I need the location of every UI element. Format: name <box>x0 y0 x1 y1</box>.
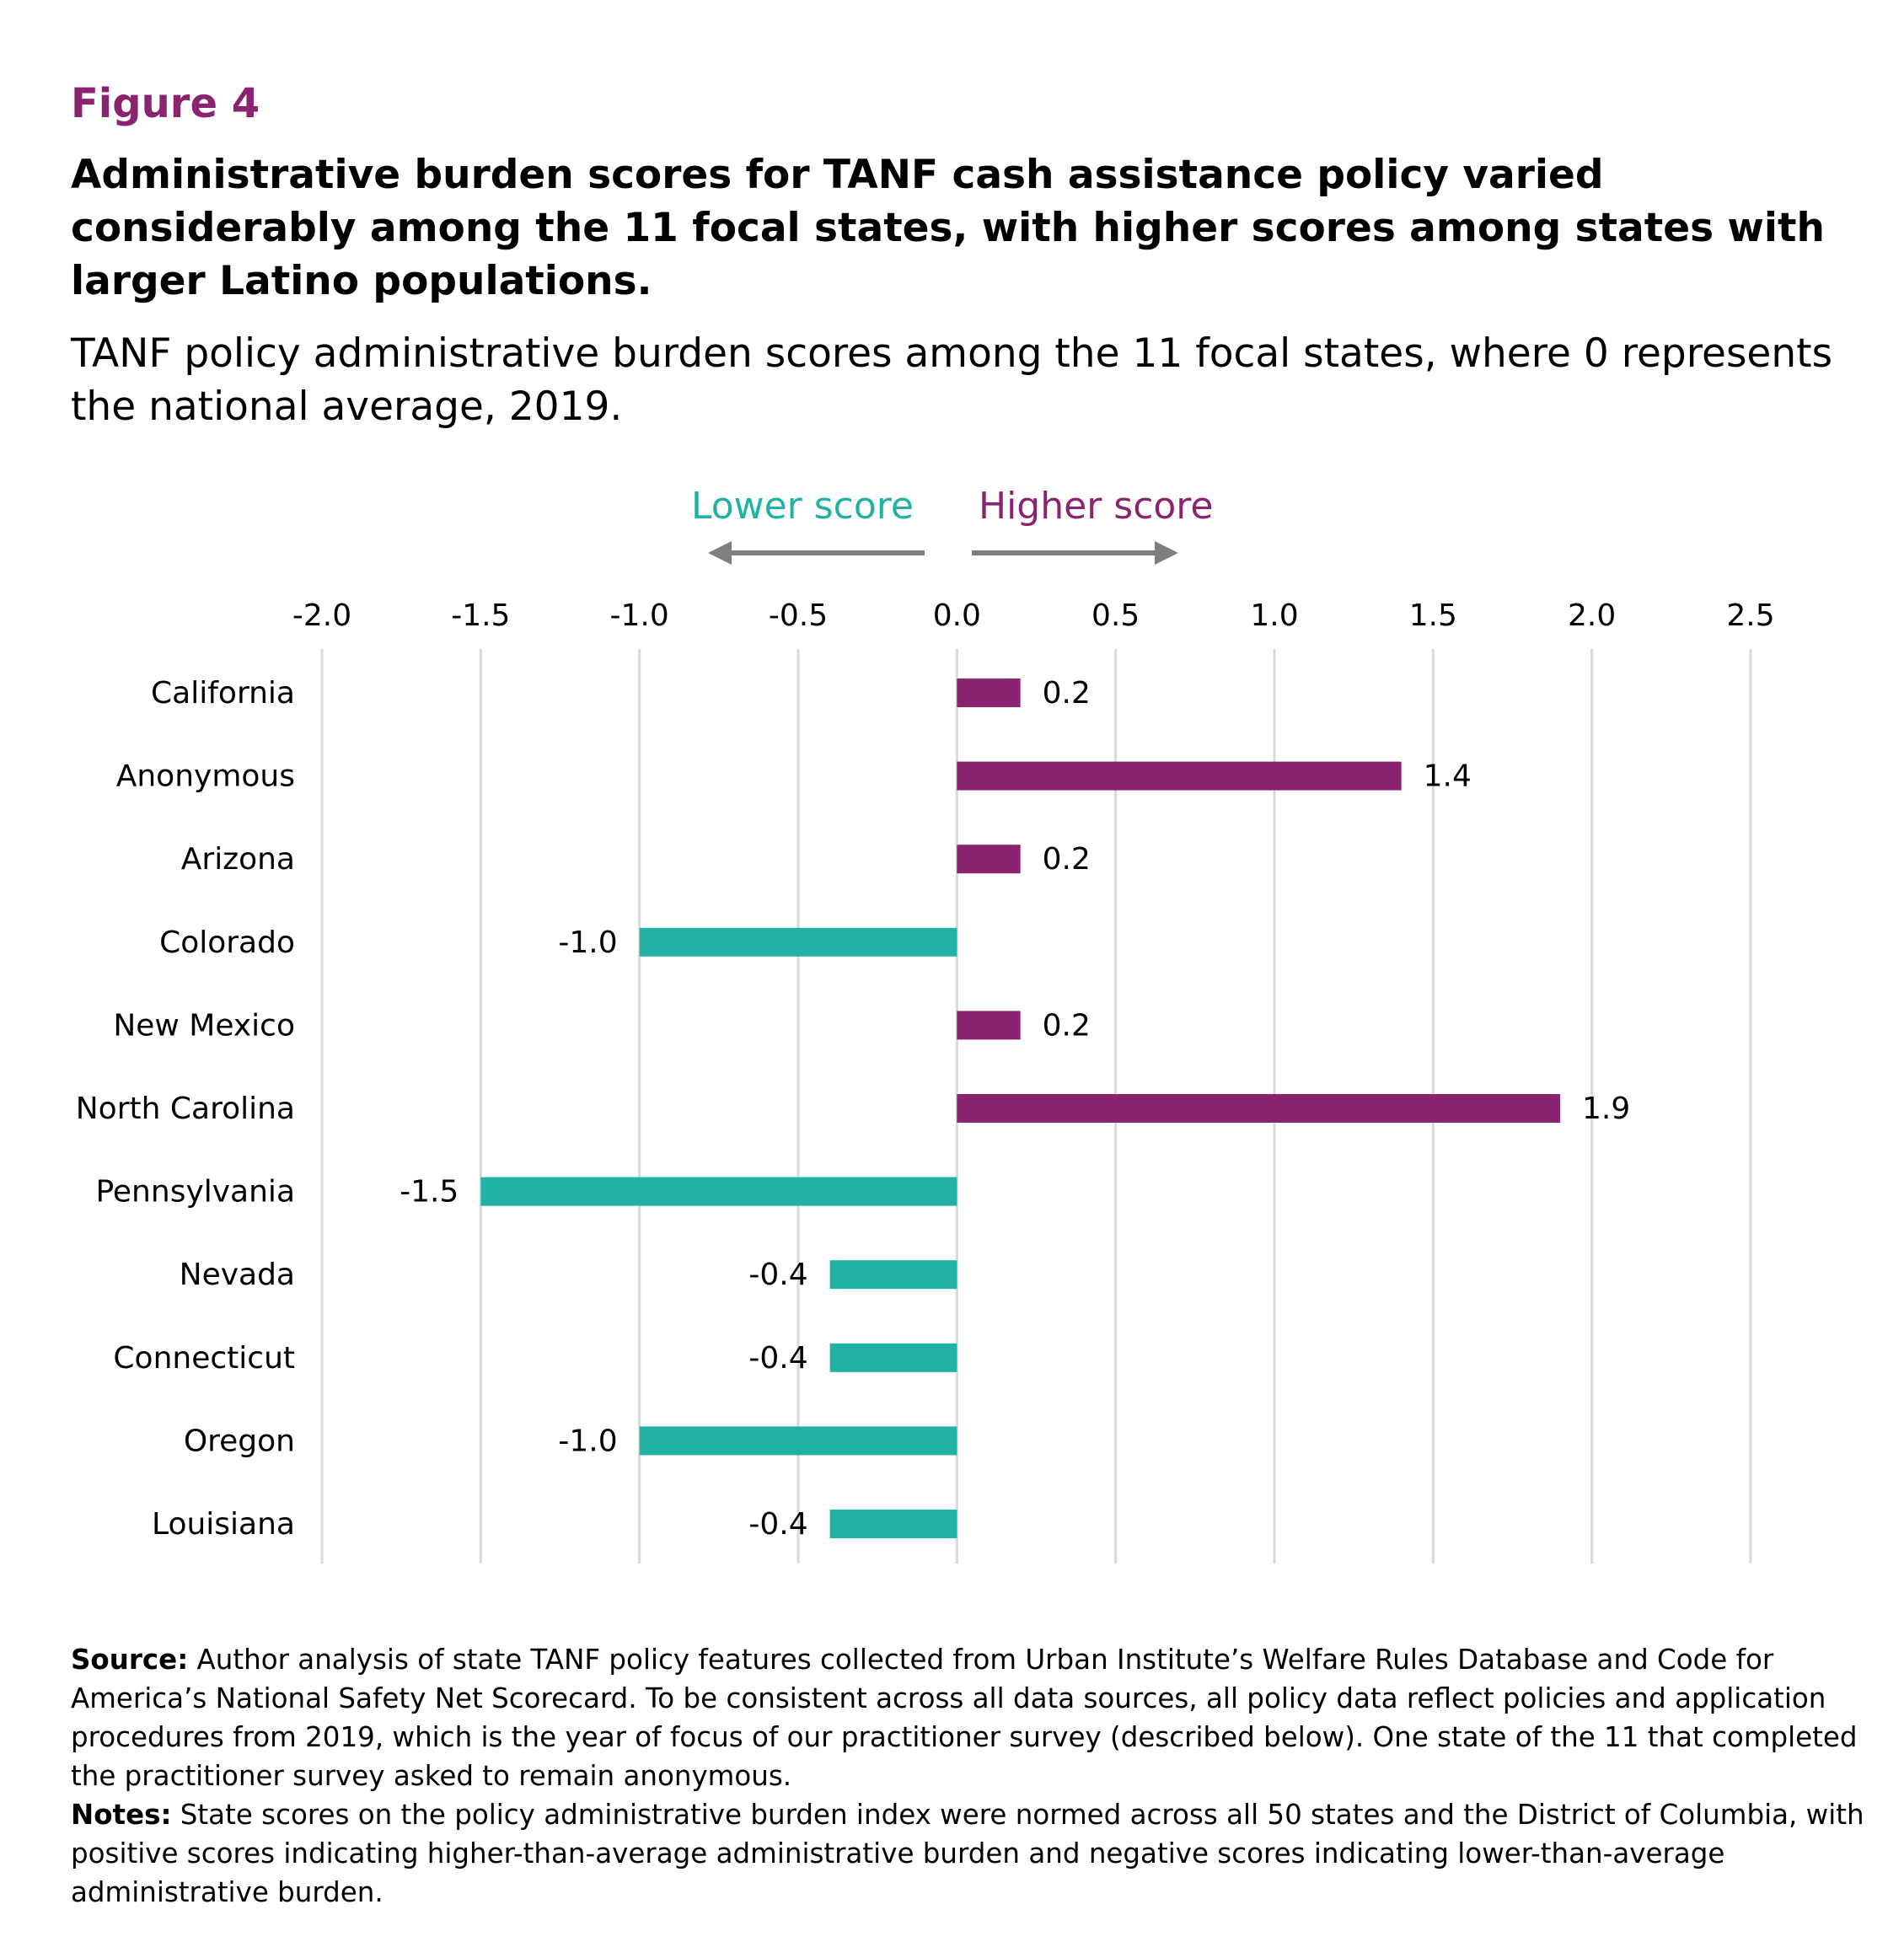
chart-headline: Administrative burden scores for TANF ca… <box>71 152 1825 304</box>
x-tick-label: 2.0 <box>1568 598 1616 633</box>
x-tick-label: -1.5 <box>451 598 510 633</box>
bar <box>639 1426 957 1456</box>
category-labels: California Anonymous Arizona Colorado New Me… <box>76 676 295 1542</box>
source-label: Source: <box>71 1644 189 1676</box>
bar <box>480 1177 957 1206</box>
x-tick-label: -1.0 <box>610 598 669 633</box>
x-tick-label: 0.0 <box>933 598 981 633</box>
bars <box>480 679 1560 1538</box>
category-label: North Carolina <box>76 1092 295 1126</box>
bar <box>957 1094 1560 1123</box>
right-arrowhead-icon <box>1155 541 1178 565</box>
bar <box>957 845 1021 874</box>
data-label: -0.4 <box>748 1258 807 1292</box>
data-label: 0.2 <box>1043 842 1091 877</box>
data-label: -0.4 <box>748 1507 807 1542</box>
source-note: Source: Author analysis of state TANF po… <box>71 1640 1866 1795</box>
source-text: Author analysis of state TANF policy fea… <box>71 1644 1858 1792</box>
value-labels: 0.2 1.4 0.2 -1.0 0.2 1.9 -1.5 -0.4 -0.4 -1.0 -0.4 <box>400 676 1630 1542</box>
data-label: -0.4 <box>748 1341 807 1376</box>
category-label: Louisiana <box>152 1507 295 1542</box>
category-label: Colorado <box>159 925 295 960</box>
higher-score-label: Higher score <box>979 485 1214 528</box>
bar <box>639 927 957 957</box>
bar <box>957 679 1021 707</box>
bar <box>829 1260 957 1290</box>
x-tick-label: -2.0 <box>292 598 351 633</box>
x-tick-label: 0.5 <box>1091 598 1140 633</box>
category-label: Connecticut <box>113 1341 295 1376</box>
category-label: California <box>151 676 295 711</box>
left-arrowhead-icon <box>708 541 732 565</box>
chart-subtitle: TANF policy administrative burden scores… <box>71 330 1833 430</box>
x-tick-labels: -2.0 -1.5 -1.0 -0.5 0.0 0.5 1.0 1.5 2.0 2.5 <box>292 598 1775 633</box>
direction-indicators: Lower score Higher score <box>691 485 1214 565</box>
figure-notes: Source: Author analysis of state TANF po… <box>71 1640 1866 1912</box>
data-label: 0.2 <box>1043 1008 1091 1043</box>
data-label: 1.4 <box>1424 759 1472 794</box>
x-tick-label: 1.5 <box>1409 598 1457 633</box>
x-tick-label: 1.0 <box>1250 598 1298 633</box>
data-label: 0.2 <box>1043 676 1091 711</box>
notes-label: Notes: <box>71 1799 172 1831</box>
x-tick-label: 2.5 <box>1726 598 1774 633</box>
notes-note: Notes: State scores on the policy admini… <box>71 1795 1866 1912</box>
category-label: Pennsylvania <box>95 1175 295 1210</box>
lower-score-label: Lower score <box>691 485 914 528</box>
category-label: New Mexico <box>113 1008 295 1043</box>
bar <box>957 1011 1021 1040</box>
notes-text: State scores on the policy administrativ… <box>71 1799 1864 1908</box>
category-label: Nevada <box>180 1258 295 1292</box>
bar <box>829 1343 957 1372</box>
data-label: -1.0 <box>558 925 617 960</box>
bar <box>957 761 1402 791</box>
figure-label: Figure 4 <box>71 80 260 127</box>
bar <box>829 1510 957 1538</box>
category-label: Arizona <box>181 842 295 877</box>
data-label: 1.9 <box>1582 1092 1630 1126</box>
data-label: -1.5 <box>400 1175 459 1210</box>
bar-chart: -2.0 -1.5 -1.0 -0.5 0.0 0.5 1.0 1.5 2.0 2.5 Calif… <box>76 485 1775 1564</box>
x-tick-label: -0.5 <box>769 598 828 633</box>
category-label: Anonymous <box>116 759 295 794</box>
data-label: -1.0 <box>558 1424 617 1458</box>
category-label: Oregon <box>184 1424 295 1458</box>
